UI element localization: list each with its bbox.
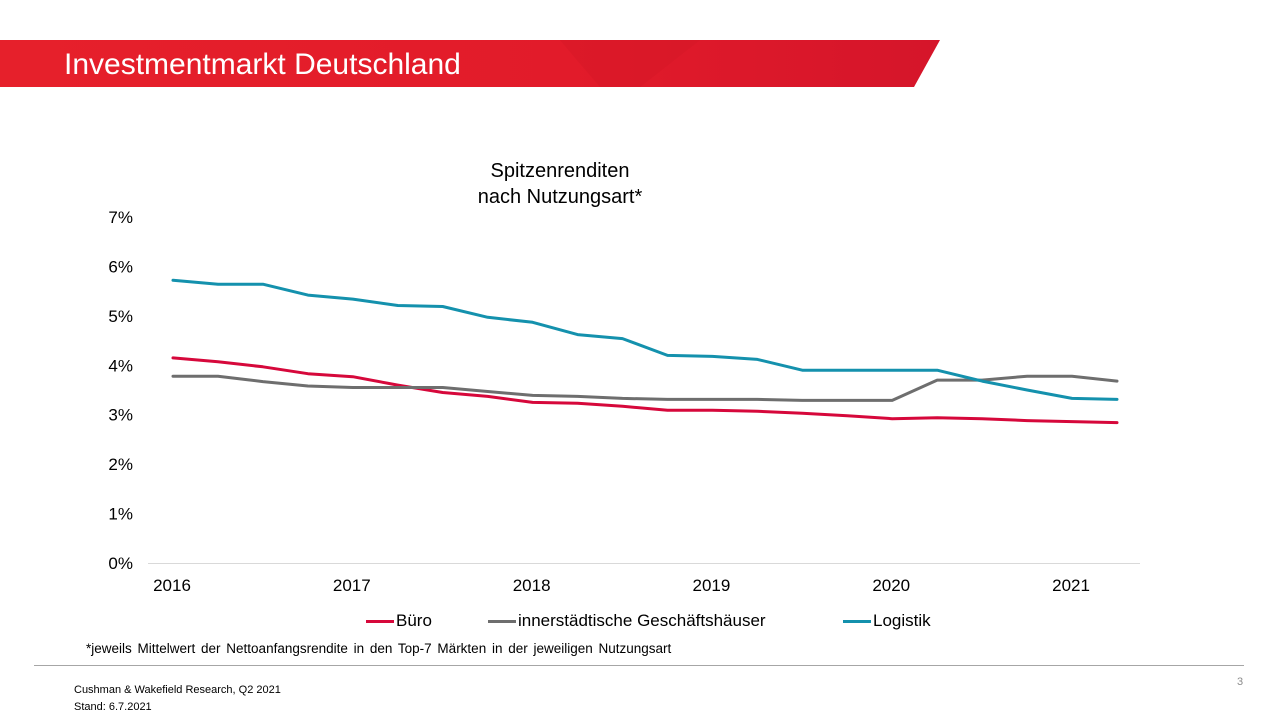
title-banner-shape: [0, 40, 940, 87]
title-banner: [0, 40, 940, 87]
y-tick-label: 4%: [108, 356, 133, 375]
legend-item-logistik: Logistik: [843, 610, 931, 632]
footer-divider: [34, 665, 1244, 666]
chart-title-line1: Spitzenrenditen: [491, 160, 630, 182]
x-tick-label: 2020: [872, 576, 910, 595]
source-block: Cushman & Wakefield Research, Q2 2021 St…: [74, 682, 281, 716]
page-title: Investmentmarkt Deutschland: [64, 48, 461, 81]
x-tick-label: 2018: [513, 576, 551, 595]
x-tick-label: 2021: [1052, 576, 1090, 595]
legend-item-buero: Büro: [366, 610, 432, 632]
x-tick-label: 2019: [693, 576, 731, 595]
y-axis-ticks: 0% 1% 2% 3% 4% 5% 6% 7%: [108, 208, 133, 573]
source-line: Cushman & Wakefield Research, Q2 2021: [74, 684, 281, 696]
y-tick-label: 6%: [108, 257, 133, 276]
series-line-buero: [171, 356, 1119, 425]
legend-label-buero: Büro: [396, 611, 432, 630]
y-tick-label: 0%: [108, 554, 133, 573]
series-line-logistik: [171, 278, 1119, 401]
y-tick-label: 3%: [108, 406, 133, 425]
chart-title-line2: nach Nutzungsart*: [478, 186, 643, 208]
legend-label-logistik: Logistik: [873, 611, 931, 630]
series-lines: [171, 278, 1119, 425]
legend-item-geschaeftshaeuser: innerstädtische Geschäftshäuser: [488, 610, 766, 632]
legend-swatch-buero: [366, 619, 394, 623]
legend-swatch-logistik: [843, 619, 871, 623]
chart-footnote: *jeweils Mittelwert der Nettoanfangsrend…: [86, 641, 672, 656]
y-tick-label: 2%: [108, 455, 133, 474]
date-line: Stand: 6.7.2021: [74, 701, 152, 713]
y-tick-label: 5%: [108, 307, 133, 326]
x-axis-ticks: 2016 2017 2018 2019 2020 2021: [153, 576, 1090, 595]
yield-line-chart: Spitzenrenditen nach Nutzungsart* 0% 1% 2%…: [108, 160, 1140, 595]
x-tick-label: 2016: [153, 576, 191, 595]
x-tick-label: 2017: [333, 576, 371, 595]
y-tick-label: 1%: [108, 505, 133, 524]
legend-label-geschaeftshaeuser: innerstädtische Geschäftshäuser: [518, 611, 766, 630]
legend-swatch-geschaeftshaeuser: [488, 619, 516, 623]
page-number: 3: [1237, 676, 1244, 688]
series-line-geschaeftshaeuser: [171, 374, 1119, 402]
y-tick-label: 7%: [108, 208, 133, 227]
